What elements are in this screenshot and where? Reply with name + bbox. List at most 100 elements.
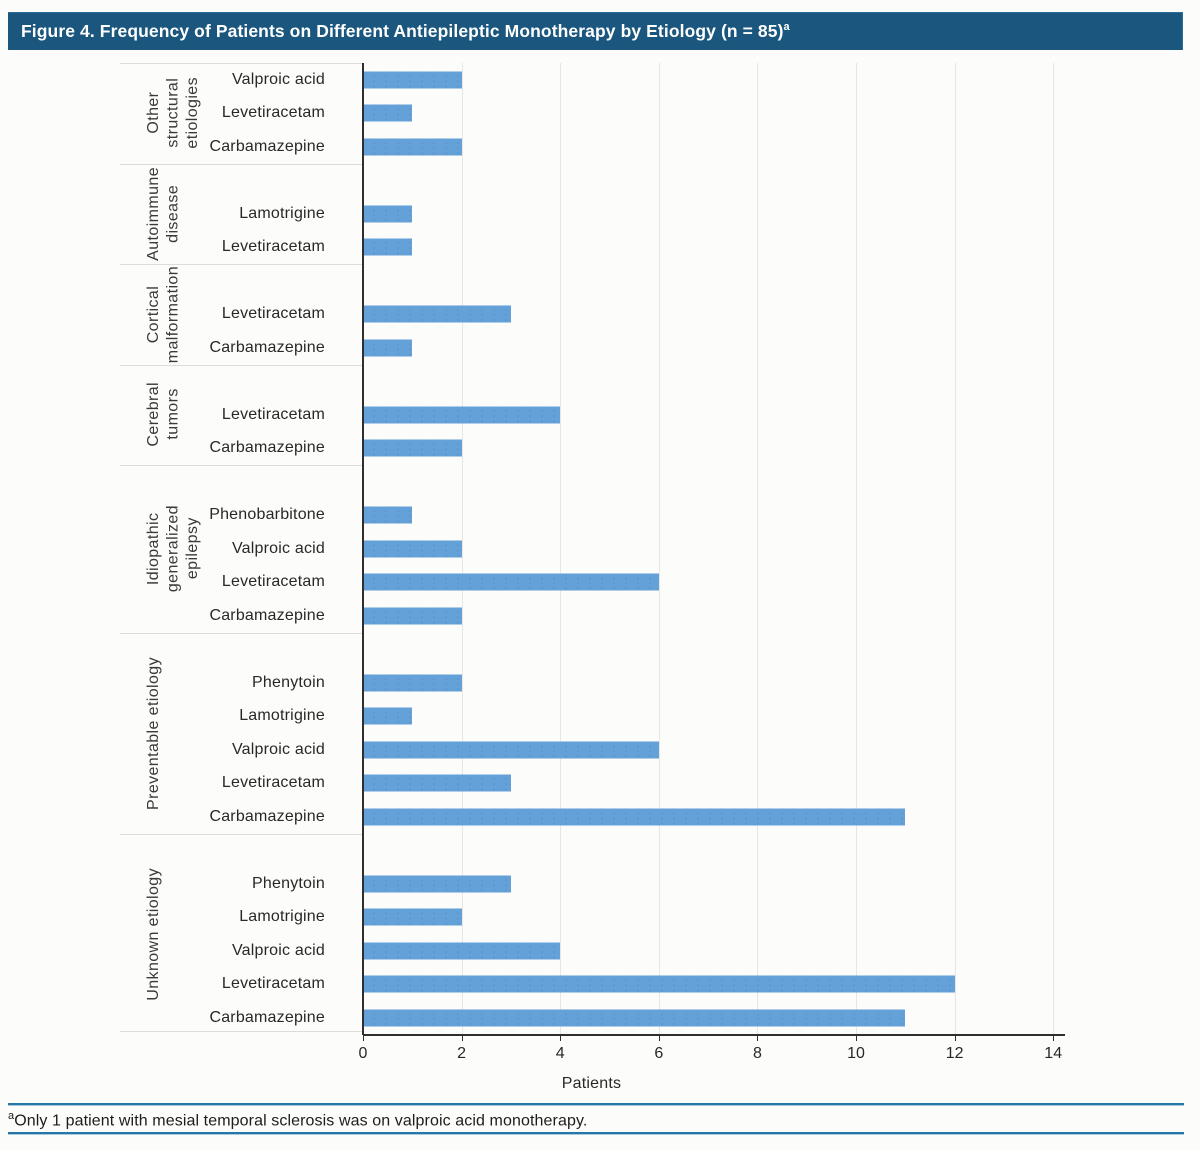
etiology-group-label-text: Cerebral tumors	[145, 382, 182, 448]
etiology-group: Unknown etiology Phenytoin Lamotrigine Valp…	[120, 833, 1063, 1035]
bar-zone	[363, 331, 1063, 365]
chart-row: Lamotrigine	[120, 197, 1063, 231]
x-tick	[757, 1036, 759, 1041]
drug-label: Lamotrigine	[239, 908, 325, 926]
gridline	[856, 63, 857, 1035]
chart-row: Carbamazepine	[120, 800, 1063, 834]
x-tick	[1053, 1036, 1055, 1041]
footnote-divider-bottom	[8, 1132, 1184, 1135]
chart-row: Levetiracetam	[120, 566, 1063, 600]
bar-zone	[363, 499, 1063, 533]
drug-label: Lamotrigine	[239, 204, 325, 222]
chart-row: Carbamazepine	[120, 432, 1063, 466]
drug-label: Valproic acid	[231, 70, 325, 88]
drug-label: Phenobarbitone	[209, 506, 325, 524]
x-tick-label: 0	[358, 1045, 368, 1062]
footnote-superscript: a	[8, 1110, 15, 1122]
bar-zone	[363, 767, 1063, 801]
x-tick-label: 2	[457, 1045, 467, 1062]
group-separator	[120, 264, 363, 265]
drug-label: Levetiracetam	[221, 305, 325, 323]
chart-row: Carbamazepine	[120, 331, 1063, 365]
bar	[363, 607, 462, 625]
chart-row: Lamotrigine	[120, 901, 1063, 935]
etiology-group-label-text: Autoimmune disease	[145, 166, 182, 261]
chart-row: Levetiracetam	[120, 398, 1063, 432]
bar-zone	[363, 398, 1063, 432]
etiology-group-label: Cerebral tumors	[144, 365, 183, 466]
chart-row: Carbamazepine	[120, 130, 1063, 164]
bar	[363, 975, 955, 993]
bar	[363, 339, 413, 357]
chart-row: Lamotrigine	[120, 700, 1063, 734]
drug-label: Carbamazepine	[209, 137, 325, 155]
x-tick	[363, 1036, 364, 1041]
bar	[363, 1009, 906, 1027]
bar	[363, 71, 462, 89]
bar	[363, 406, 561, 424]
etiology-group-label-text: Cortical malformation	[145, 265, 182, 363]
x-axis-label: Patients	[561, 1075, 622, 1092]
bar-zone	[363, 532, 1063, 566]
bar	[363, 908, 462, 926]
gridline-layer	[363, 63, 1063, 1035]
x-axis-line	[363, 1034, 1065, 1036]
drug-label: Valproic acid	[231, 539, 325, 557]
drug-label: Levetiracetam	[221, 975, 325, 993]
bar	[363, 741, 659, 759]
bar-zone	[363, 566, 1063, 600]
etiology-group-label-text: Preventable etiology	[145, 656, 162, 810]
group-separator	[120, 364, 363, 366]
chart-row: Levetiracetam	[120, 231, 1063, 265]
chart-row: Valproic acid	[120, 63, 1063, 97]
drug-label: Carbamazepine	[209, 807, 325, 825]
etiology-group: Cerebral tumors Levetiracetam Carbamazepin…	[120, 364, 1063, 466]
chart-row: Levetiracetam	[120, 97, 1063, 131]
bar	[363, 138, 462, 156]
bar-zone	[363, 97, 1063, 131]
bar-zone	[363, 800, 1063, 834]
footnote-text: Only 1 patient with mesial temporal scle…	[14, 1112, 588, 1130]
chart-groups: Other structural etiologies Valproic acid…	[120, 63, 1063, 1035]
etiology-group: Other structural etiologies Valproic acid…	[120, 63, 1063, 164]
figure-title-bar: Figure 4. Frequency of Patients on Diffe…	[8, 12, 1183, 50]
bar-zone	[363, 130, 1063, 164]
chart-row: Valproic acid	[120, 733, 1063, 767]
bar-zone	[363, 968, 1063, 1002]
bar	[363, 707, 413, 725]
bar-zone	[363, 666, 1063, 700]
drug-label: Levetiracetam	[221, 405, 325, 423]
chart-row: Phenytoin	[120, 666, 1063, 700]
bar-zone	[363, 700, 1063, 734]
drug-label: Carbamazepine	[209, 606, 325, 624]
drug-label: Levetiracetam	[221, 238, 325, 256]
gridline	[954, 63, 956, 1035]
bar	[363, 942, 561, 960]
chart-row: Carbamazepine	[120, 599, 1063, 633]
bar-zone	[363, 1001, 1063, 1035]
bar-zone	[363, 867, 1063, 901]
gridline	[461, 63, 463, 1035]
drug-label: Carbamazepine	[209, 338, 325, 356]
x-tick	[658, 1036, 660, 1041]
bar	[363, 238, 413, 256]
bar-zone	[363, 599, 1063, 633]
gridline	[560, 63, 562, 1035]
chart-row: Carbamazepine	[120, 1001, 1063, 1035]
drug-label: Carbamazepine	[209, 1008, 325, 1026]
group-separator	[120, 163, 363, 165]
etiology-group-label-text: Idiopathic generalized epilepsy	[145, 505, 202, 593]
etiology-group: Cortical malformation Levetiracetam Carbam…	[120, 264, 1063, 365]
drug-label: Levetiracetam	[221, 104, 325, 122]
bar	[363, 506, 413, 524]
etiology-group: Autoimmune disease Lamotrigine Levetiracet…	[120, 163, 1063, 265]
x-tick-label: 6	[654, 1045, 664, 1062]
bar-zone	[363, 934, 1063, 968]
drug-label: Valproic acid	[231, 941, 325, 959]
chart-row: Phenytoin	[120, 867, 1063, 901]
gridline	[757, 63, 759, 1035]
group-separator	[120, 465, 363, 466]
x-tick-label: 10	[847, 1045, 865, 1062]
chart-row: Phenobarbitone	[120, 499, 1063, 533]
bar	[363, 205, 413, 223]
